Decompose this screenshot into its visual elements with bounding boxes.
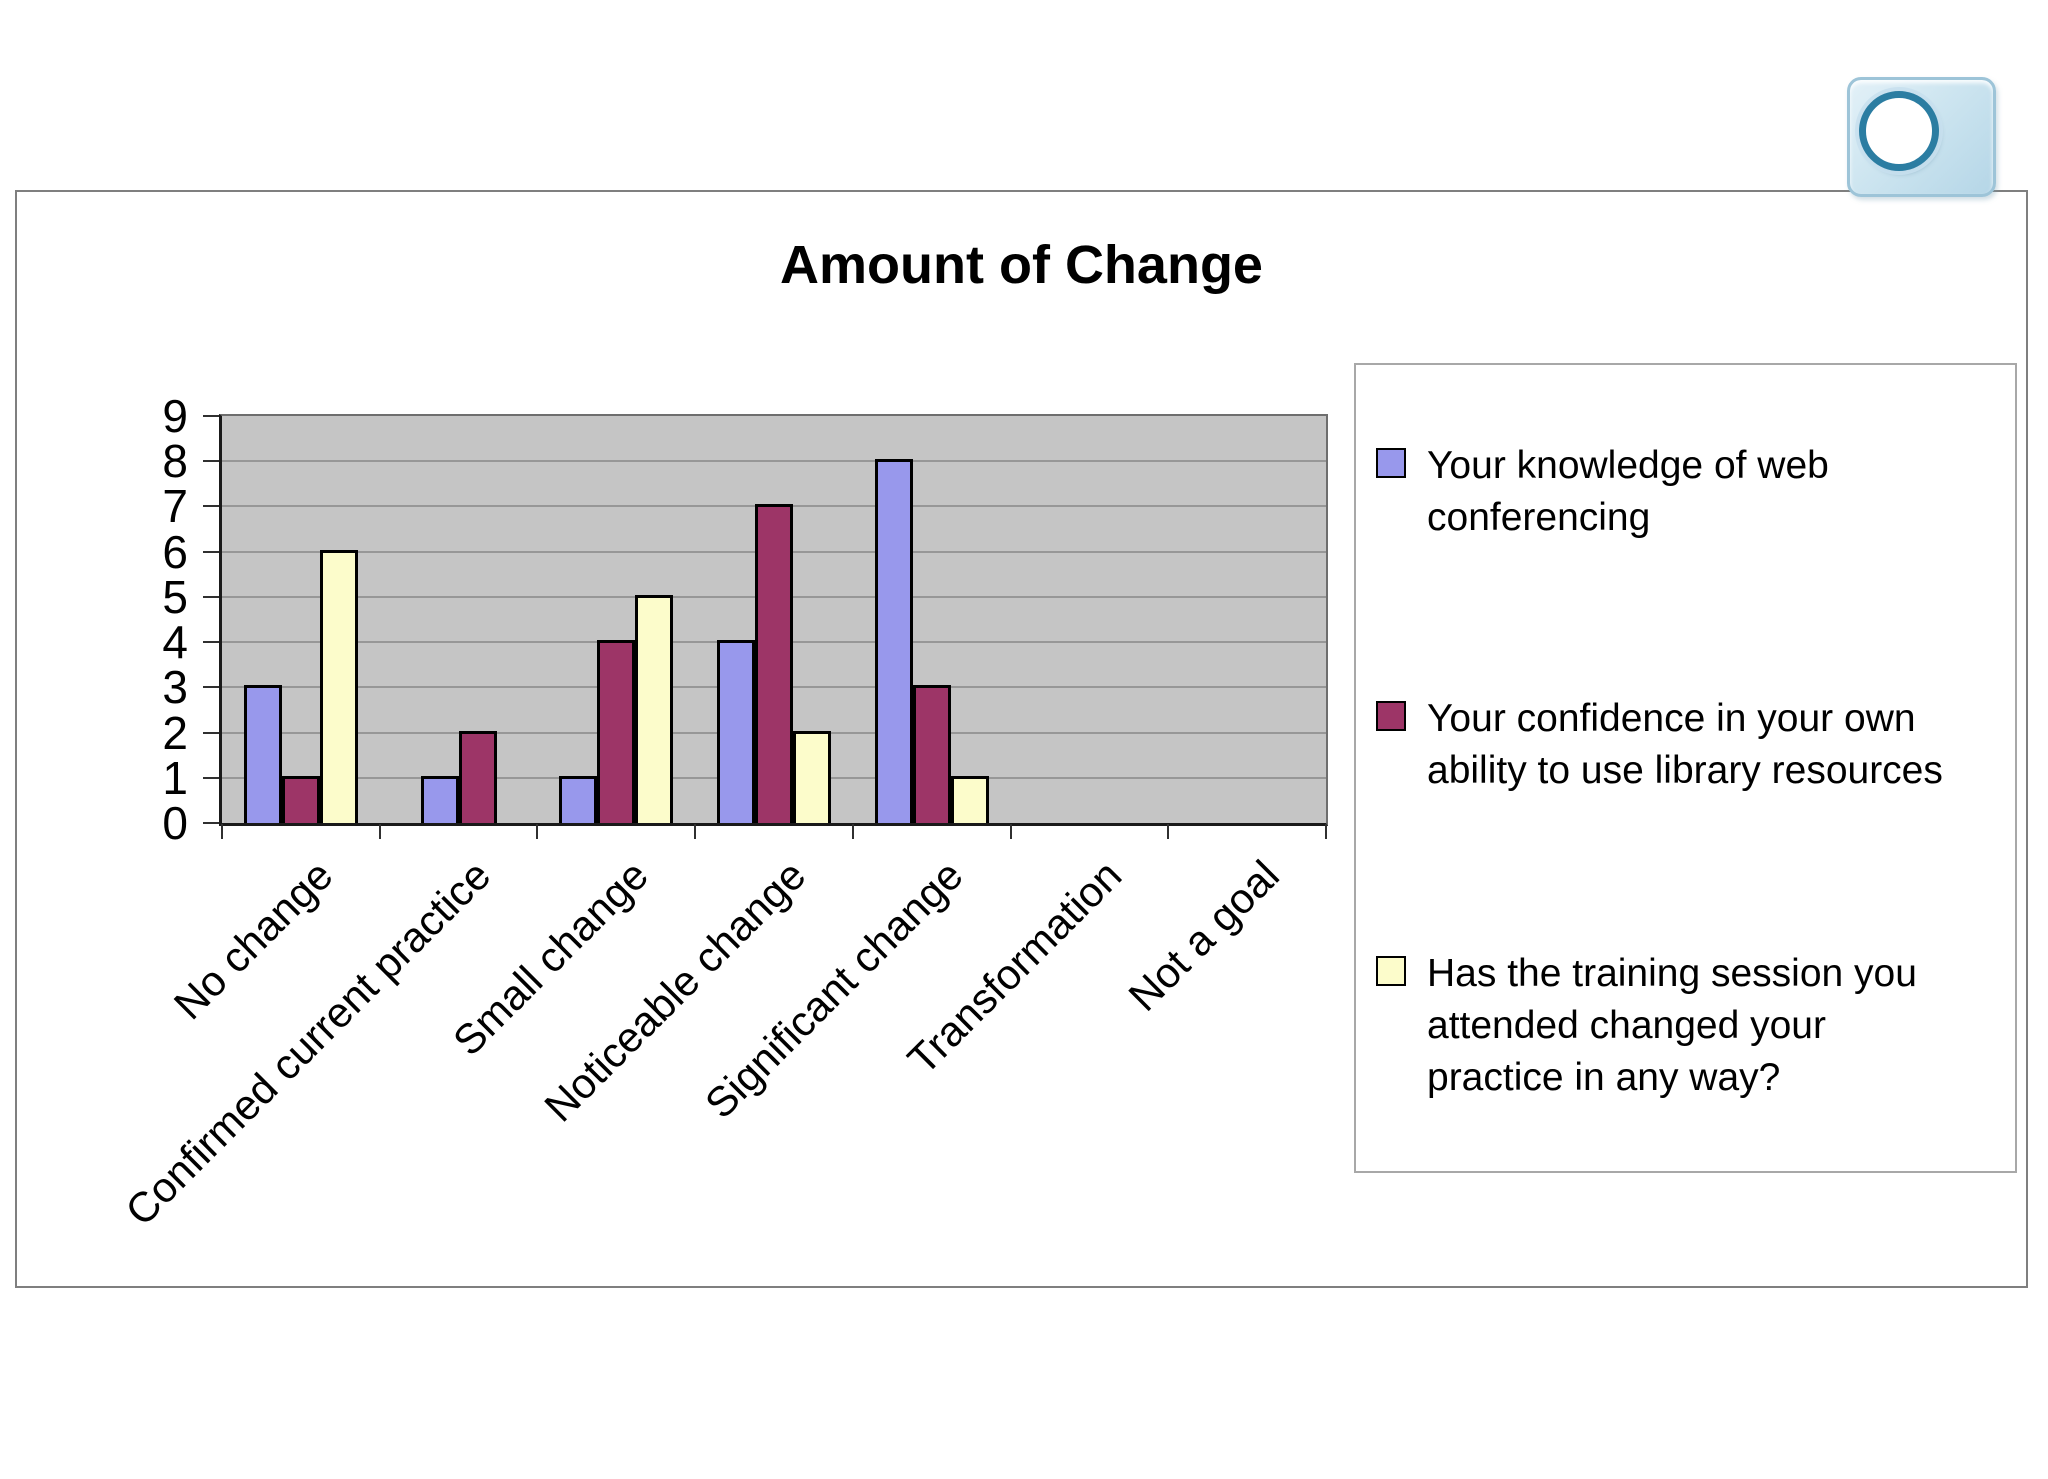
y-axis-label: 5 <box>162 570 188 623</box>
bar <box>458 730 497 823</box>
bar <box>716 640 755 823</box>
x-axis-tick <box>1167 824 1170 839</box>
y-axis-label: 9 <box>162 390 188 442</box>
bar-group <box>853 416 1011 823</box>
bar <box>559 775 598 823</box>
x-axis-tick <box>378 824 381 839</box>
x-axis-tick <box>1325 824 1327 839</box>
y-axis-label: 0 <box>162 797 188 849</box>
bar <box>874 459 913 823</box>
bar-group <box>222 416 380 823</box>
legend-swatch <box>1376 701 1406 731</box>
chart-title: Amount of Change <box>780 235 1263 295</box>
legend-label: Your confidence in your own ability to u… <box>1427 697 1943 792</box>
bar <box>912 685 951 823</box>
y-axis-tick <box>203 460 219 463</box>
bar-group <box>1011 416 1169 823</box>
x-axis-tick <box>221 824 223 839</box>
legend-swatch <box>1376 448 1406 478</box>
legend-label: Has the training session you attended ch… <box>1427 952 1917 1099</box>
y-axis-label: 1 <box>162 751 188 804</box>
y-axis-label: 4 <box>162 616 188 669</box>
y-axis-tick <box>203 415 219 417</box>
plot-area <box>219 414 1328 826</box>
y-axis-tick <box>203 776 219 779</box>
bar <box>950 775 989 823</box>
bar-group <box>537 416 695 823</box>
bar <box>597 640 636 823</box>
gridline <box>222 460 1326 463</box>
y-axis-label: 6 <box>162 525 188 578</box>
y-axis-tick <box>203 550 219 553</box>
y-axis-tick <box>203 641 219 644</box>
bar-group <box>695 416 853 823</box>
y-axis-tick <box>203 686 219 689</box>
x-axis-tick <box>1009 824 1012 839</box>
y-axis-tick <box>203 731 219 734</box>
legend-swatch <box>1376 956 1406 986</box>
y-axis-tick <box>203 822 219 824</box>
y-axis-label: 2 <box>162 706 188 759</box>
chart-legend: Your knowledge of web conferencing Your c… <box>1354 363 2017 1173</box>
bar-group <box>380 416 538 823</box>
record-bubble-icon-circle <box>1859 91 1939 171</box>
bar <box>281 775 320 823</box>
x-axis-tick <box>694 824 697 839</box>
bar <box>754 504 793 823</box>
bar-group <box>1168 416 1326 823</box>
y-axis-label: 8 <box>162 435 188 488</box>
bar <box>792 730 831 823</box>
y-axis-tick <box>203 505 219 508</box>
bar <box>319 549 358 823</box>
record-bubble-icon[interactable] <box>1847 77 1996 197</box>
y-axis-label: 3 <box>162 661 188 714</box>
x-axis-tick <box>536 824 539 839</box>
y-axis-tick <box>203 595 219 598</box>
bar <box>420 775 459 823</box>
x-axis-tick <box>851 824 854 839</box>
legend-label: Your knowledge of web conferencing <box>1427 444 1829 539</box>
bar <box>635 594 674 823</box>
y-axis-label: 7 <box>162 480 188 533</box>
bar <box>243 685 282 823</box>
